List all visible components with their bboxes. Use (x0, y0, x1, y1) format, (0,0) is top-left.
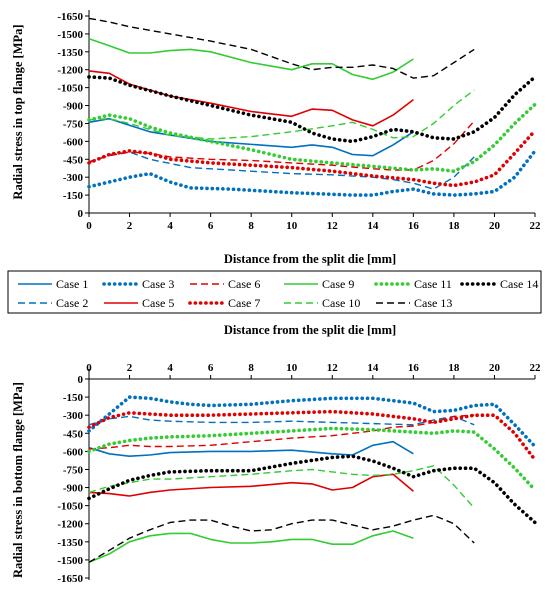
bottom-chart-xtick-label: 2 (127, 362, 133, 374)
bottom-chart-series-case-2 (88, 415, 475, 426)
top-chart-xtick-label: 18 (448, 220, 460, 232)
top-chart-ytick-label: -150 (63, 190, 84, 202)
legend-label: Case 13 (414, 296, 452, 310)
top-chart-ytick-label: -1650 (57, 11, 83, 23)
top-chart-series-case-13 (88, 17, 475, 79)
top-chart-series-case-14 (87, 75, 537, 144)
top-chart-series-case-5 (88, 70, 414, 127)
top-chart-xtick-label: 2 (127, 220, 133, 232)
top-chart-ytick-label: -1350 (57, 47, 83, 59)
top-chart-ytick-label: -450 (63, 154, 84, 166)
bottom-chart-ytick-label: -1650 (57, 573, 83, 585)
bottom-chart-xtick-label: 8 (248, 362, 254, 374)
legend-label: Case 11 (414, 277, 452, 291)
legend-label: Case 10 (322, 296, 360, 310)
top-chart-xtick-label: 14 (367, 220, 379, 232)
legend-box (7, 270, 542, 314)
top-chart-ytick-label: -1500 (57, 29, 83, 41)
bottom-chart-series-case-10 (88, 465, 475, 509)
bottom-chart-series-case-13 (88, 514, 475, 563)
bottom-chart-series-case-3 (87, 395, 537, 449)
bottom-chart-xtick-label: 6 (208, 362, 214, 374)
bottom-chart-series-case-7 (87, 409, 537, 462)
bottom-chart-series-case-1 (88, 440, 414, 458)
top-chart-plot: 0 -150 -300 -450 -600 -750 -900 -1050 -1200 -1350… (57, 10, 541, 232)
top-chart-ytick-label: 0 (78, 208, 84, 220)
top-chart-ytick-label: -750 (63, 118, 84, 130)
bottom-chart-ytick-label: -1200 (57, 519, 83, 531)
bottom-chart-series-case-11 (87, 426, 537, 492)
top-chart-series-case-7 (87, 128, 537, 188)
legend-label: Case 3 (142, 277, 174, 291)
bottom-chart-xtick-label: 10 (286, 362, 298, 374)
legend-label: Case 6 (228, 277, 260, 291)
bottom-chart-xtick-label: 14 (367, 362, 379, 374)
top-chart: Radial stress in top flange [MPa] Distan… (11, 10, 541, 266)
top-chart-xtick-label: 12 (327, 220, 339, 232)
bottom-chart-xtick-label: 18 (448, 362, 460, 374)
top-chart-series-case-1 (88, 117, 414, 157)
top-chart-series-case-3 (87, 149, 537, 197)
top-chart-xtick-label: 22 (530, 220, 542, 232)
bottom-chart-ytick-label: -750 (63, 464, 84, 476)
legend-label: Case 7 (228, 296, 260, 310)
bottom-chart-ylabel: Radial stress in bottom flange [MPa] (11, 382, 25, 578)
bottom-chart-xtick-label: 16 (408, 362, 420, 374)
bottom-chart-ytick-label: -900 (63, 483, 84, 495)
bottom-chart-xtick-label: 4 (167, 362, 173, 374)
bottom-chart-xtick-label: 22 (530, 362, 542, 374)
top-chart-series-case-10 (88, 89, 475, 140)
top-chart-xtick-label: 10 (286, 220, 298, 232)
top-chart-series-case-2 (88, 151, 475, 190)
legend: Case 1 Case 3 Case 6 Case 9 Case 11 Case 14 Ca… (7, 270, 542, 314)
bottom-chart-ytick-label: -1350 (57, 537, 83, 549)
top-chart-ytick-label: -1050 (57, 83, 83, 95)
bottom-chart-xtick-label: 20 (489, 362, 501, 374)
top-chart-xtick-label: 6 (208, 220, 214, 232)
legend-label: Case 9 (322, 277, 354, 291)
legend-label: Case 14 (500, 277, 538, 291)
bottom-chart-ytick-label: -600 (63, 446, 84, 458)
top-chart-ytick-label: -900 (63, 101, 84, 113)
legend-label: Case 1 (56, 277, 88, 291)
top-chart-xtick-label: 20 (489, 220, 501, 232)
top-chart-ytick-label: -600 (63, 136, 84, 148)
bottom-chart-plot: 0 -150 -300 -450 -600 -750 -900 -1050 -1200 -1350… (57, 362, 541, 585)
top-chart-xtick-label: 8 (248, 220, 254, 232)
bottom-chart-series-case-5 (88, 473, 414, 497)
top-chart-series-case-11 (87, 102, 537, 173)
bottom-chart-series-case-6 (88, 414, 475, 450)
top-chart-xtick-label: 0 (86, 220, 92, 232)
bottom-chart-ytick-label: 0 (78, 374, 84, 386)
bottom-chart-series-case-14 (87, 454, 537, 525)
bottom-chart-ytick-label: -1500 (57, 555, 83, 567)
bottom-chart-ytick-label: -300 (63, 410, 84, 422)
bottom-chart-series-case-9 (88, 530, 414, 564)
top-chart-ytick-label: -1200 (57, 65, 83, 77)
legend-label: Case 2 (56, 296, 88, 310)
bottom-chart: Radial stress in bottom flange [MPa] Dis… (11, 323, 541, 585)
legend-label: Case 5 (142, 296, 174, 310)
bottom-chart-ytick-label: -150 (63, 392, 84, 404)
bottom-chart-xtick-label: 0 (86, 362, 92, 374)
top-chart-xtick-label: 4 (167, 220, 173, 232)
bottom-chart-ytick-label: -1050 (57, 501, 83, 513)
legend-items: Case 1 Case 3 Case 6 Case 9 Case 11 Case 14 Ca… (18, 277, 538, 310)
top-chart-series-case-9 (88, 37, 414, 81)
top-chart-ytick-label: -300 (63, 172, 84, 184)
bottom-chart-xtick-label: 12 (327, 362, 339, 374)
bottom-chart-xlabel: Distance from the split die [mm] (224, 323, 396, 337)
bottom-chart-ytick-label: -450 (63, 428, 84, 440)
top-chart-xtick-label: 16 (408, 220, 420, 232)
top-chart-xlabel: Distance from the split die [mm] (224, 252, 396, 266)
top-chart-ylabel: Radial stress in top flange [MPa] (11, 24, 25, 199)
